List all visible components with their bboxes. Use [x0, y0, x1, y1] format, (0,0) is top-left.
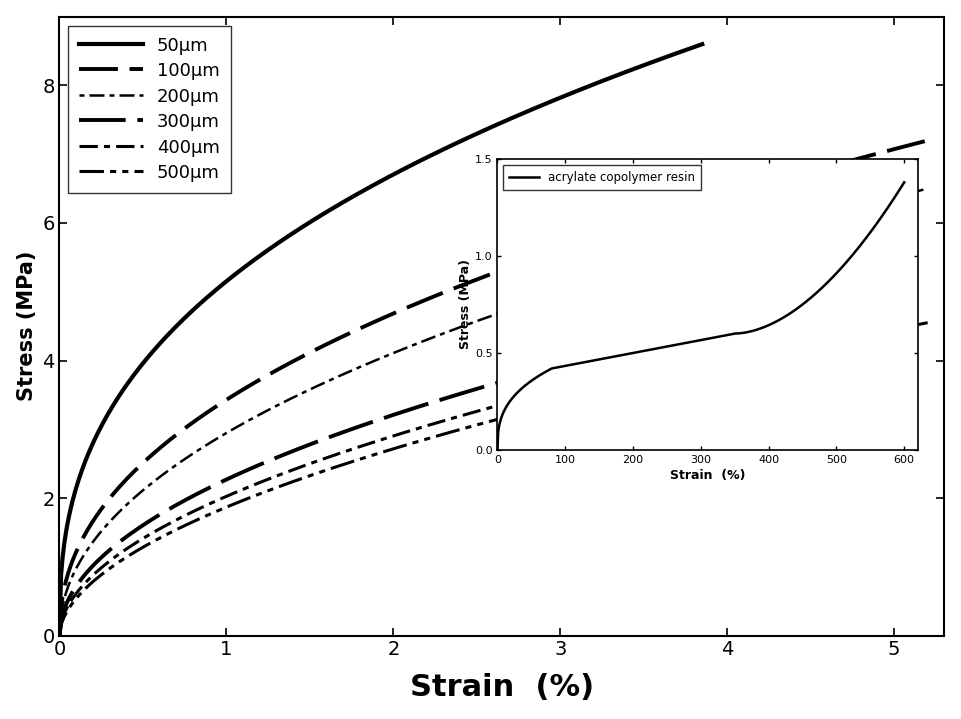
200μm — [336, 370, 348, 379]
200μm — [54, 631, 65, 640]
200μm — [159, 470, 170, 478]
50μm — [308, 216, 320, 224]
200μm — [684, 248, 696, 257]
50μm — [131, 367, 142, 375]
400μm — [329, 451, 340, 459]
500μm — [600, 388, 611, 396]
300μm — [54, 631, 65, 640]
300μm — [329, 431, 340, 440]
50μm — [697, 40, 708, 48]
300μm — [155, 510, 166, 518]
Line: 100μm: 100μm — [60, 140, 927, 636]
400μm — [387, 431, 399, 440]
500μm — [922, 319, 933, 327]
400μm — [662, 359, 674, 367]
100μm — [336, 332, 348, 341]
400μm — [667, 357, 678, 366]
Line: 400μm: 400μm — [60, 312, 902, 636]
100μm — [600, 229, 611, 238]
200μm — [398, 344, 409, 353]
50μm — [54, 631, 65, 640]
400μm — [54, 631, 65, 640]
500μm — [684, 368, 696, 377]
300μm — [662, 334, 674, 342]
100μm — [159, 440, 170, 449]
Line: 300μm: 300μm — [60, 285, 902, 636]
100μm — [680, 203, 692, 212]
100μm — [54, 631, 65, 640]
400μm — [897, 308, 908, 316]
500μm — [54, 631, 65, 640]
Y-axis label: Stress (MPa): Stress (MPa) — [16, 251, 37, 401]
Line: 500μm: 500μm — [60, 323, 927, 636]
300μm — [387, 411, 399, 419]
100μm — [684, 202, 696, 211]
50μm — [521, 107, 532, 116]
100μm — [922, 136, 933, 145]
Line: 50μm: 50μm — [60, 44, 702, 636]
500μm — [336, 460, 348, 469]
Line: 200μm: 200μm — [60, 188, 927, 636]
500μm — [159, 531, 170, 540]
300μm — [584, 353, 596, 362]
50μm — [518, 109, 530, 117]
X-axis label: Strain  (%): Strain (%) — [409, 673, 594, 702]
400μm — [155, 524, 166, 533]
Legend: 50μm, 100μm, 200μm, 300μm, 400μm, 500μm: 50μm, 100μm, 200μm, 300μm, 400μm, 500μm — [68, 26, 231, 193]
300μm — [667, 332, 678, 341]
200μm — [600, 273, 611, 282]
500μm — [680, 369, 692, 377]
200μm — [680, 249, 692, 257]
50μm — [458, 135, 470, 144]
300μm — [897, 280, 908, 289]
100μm — [398, 305, 409, 313]
400μm — [584, 377, 596, 386]
500μm — [398, 441, 409, 450]
50μm — [263, 245, 275, 254]
200μm — [922, 184, 933, 193]
